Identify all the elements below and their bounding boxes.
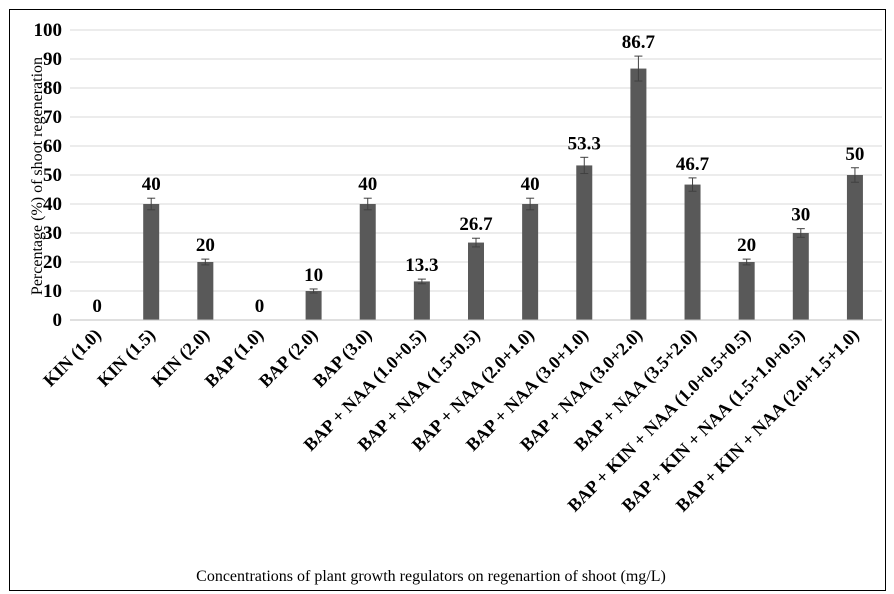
y-tick-label: 0 bbox=[53, 310, 63, 331]
error-bars bbox=[147, 55, 859, 294]
data-label: 30 bbox=[791, 205, 810, 226]
data-label: 53.3 bbox=[568, 133, 601, 154]
data-label: 50 bbox=[845, 144, 864, 165]
data-label: 0 bbox=[255, 296, 265, 317]
data-label: 10 bbox=[304, 265, 323, 286]
y-axis-ticks: 0 10 20 30 40 50 60 70 80 90 100 bbox=[34, 20, 63, 331]
bar bbox=[576, 165, 593, 320]
bar bbox=[143, 204, 160, 320]
error-bar bbox=[309, 288, 318, 294]
data-label: 20 bbox=[737, 235, 756, 256]
error-bar bbox=[742, 258, 751, 266]
bar bbox=[305, 291, 322, 320]
x-tick-label: KIN (1.5) bbox=[93, 325, 159, 391]
y-axis-title: Percentage (%) of shoot regeneration bbox=[29, 57, 46, 295]
bar bbox=[468, 242, 484, 320]
data-label: 40 bbox=[521, 174, 540, 195]
bar bbox=[792, 233, 809, 320]
error-bar bbox=[688, 177, 697, 192]
x-axis-title: Concentrations of plant growth regulator… bbox=[196, 568, 666, 585]
x-tick-label: BAP (2.0) bbox=[255, 325, 322, 392]
y-tick-label: 40 bbox=[43, 194, 62, 215]
y-tick-label: 70 bbox=[43, 107, 62, 128]
data-label: 0 bbox=[92, 296, 102, 317]
bar bbox=[359, 204, 376, 320]
error-bar bbox=[850, 167, 859, 183]
error-bar bbox=[526, 197, 535, 211]
x-tick-label: BAP (1.0) bbox=[201, 325, 268, 392]
bar bbox=[738, 262, 755, 320]
x-tick-label: KIN (1.0) bbox=[39, 325, 105, 391]
error-bar bbox=[363, 197, 372, 211]
data-label: 40 bbox=[142, 174, 161, 195]
error-bar bbox=[634, 55, 643, 82]
error-bar bbox=[472, 237, 480, 248]
error-bar bbox=[147, 197, 156, 211]
y-tick-label: 20 bbox=[43, 252, 62, 273]
data-label: 13.3 bbox=[405, 255, 438, 276]
error-bar bbox=[580, 156, 589, 175]
data-label: 46.7 bbox=[676, 154, 710, 175]
bar bbox=[522, 204, 539, 320]
data-labels: 0 40 20 0 10 40 13.3 26.7 40 53.3 86.7 46.7 20 30 50 bbox=[92, 32, 864, 317]
y-tick-label: 50 bbox=[43, 165, 62, 186]
bar bbox=[197, 262, 214, 320]
bar bbox=[684, 184, 701, 320]
y-tick-label: 30 bbox=[43, 223, 62, 244]
error-bar bbox=[417, 278, 426, 285]
y-tick-label: 10 bbox=[43, 281, 62, 302]
bars bbox=[143, 68, 863, 320]
bar bbox=[846, 175, 863, 320]
bar bbox=[630, 68, 647, 320]
y-tick-label: 60 bbox=[43, 136, 62, 157]
error-bar bbox=[796, 228, 805, 238]
y-tick-label: 80 bbox=[43, 78, 62, 99]
data-label: 86.7 bbox=[622, 32, 656, 53]
y-tick-label: 100 bbox=[34, 20, 63, 41]
data-label: 26.7 bbox=[459, 214, 493, 235]
y-tick-label: 90 bbox=[43, 49, 62, 70]
data-label: 40 bbox=[358, 174, 377, 195]
x-axis-category-labels: KIN (1.0)KIN (1.5)KIN (2.0)BAP (1.0)BAP … bbox=[39, 325, 863, 517]
data-label: 20 bbox=[196, 235, 215, 256]
bar bbox=[413, 281, 430, 320]
error-bar bbox=[201, 258, 210, 266]
